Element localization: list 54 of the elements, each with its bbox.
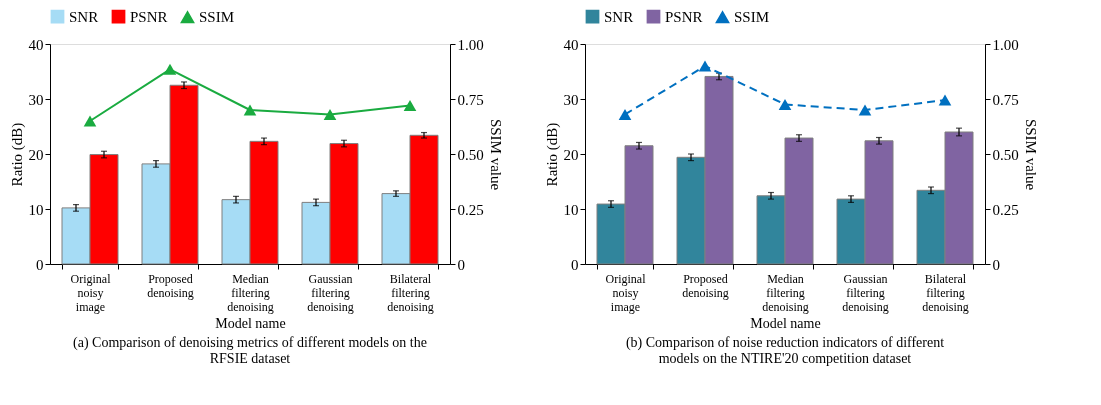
y-tick-label: 10 [28, 201, 44, 218]
y2-tick-label: 0.50 [992, 146, 1019, 163]
x-tick-label: Median filtering denoising [762, 271, 809, 314]
y-tick-label: 20 [563, 146, 579, 163]
point [323, 108, 337, 120]
y-tick-label: 20 [28, 146, 44, 163]
text: (a) Comparison of denoising metrics of different models on the RFSIE dataset [73, 335, 427, 366]
x-tick-label: Proposed denoising [682, 271, 729, 300]
legend-label: PSNR [130, 8, 168, 25]
point [83, 115, 97, 127]
x-tick-label: Original noisy image [605, 271, 647, 314]
legend-label: PSNR [665, 8, 703, 25]
y2-tick-label: 0 [992, 256, 1000, 273]
y-tick-label: 30 [28, 91, 44, 108]
legend-label: SNR [69, 8, 99, 25]
point [618, 108, 632, 120]
y2-tick-label: 0.50 [457, 146, 484, 163]
y2-axis-title: SSIM value [1022, 118, 1039, 191]
y2-axis-title: SSIM value [487, 118, 504, 191]
point [163, 63, 177, 75]
y2-tick-label: 1.00 [457, 36, 484, 53]
legend-label: SSIM [734, 9, 770, 26]
legend-label: SNR [604, 8, 634, 25]
point [243, 104, 257, 116]
y-tick-label: 0 [571, 256, 579, 273]
point [858, 104, 872, 116]
y-tick-label: 0 [36, 256, 44, 273]
x-tick-label: Gaussian filtering denoising [307, 271, 354, 314]
x-tick-label: Bilateral filtering denoising [922, 271, 969, 314]
y2-tick-label: 0.25 [992, 201, 1019, 218]
point [403, 100, 417, 112]
y2-tick-label: 1.00 [992, 36, 1019, 53]
y-axis-title: Ratio (dB) [8, 122, 26, 187]
y-tick-label: 40 [563, 36, 579, 53]
x-tick-label: Original noisy image [70, 271, 112, 314]
x-tick-label: Proposed denoising [147, 271, 194, 300]
y2-tick-label: 0.25 [457, 201, 484, 218]
point [778, 99, 792, 110]
y2-tick-label: 0.75 [457, 91, 484, 108]
point [698, 60, 712, 72]
x-axis-title: Model name [215, 315, 286, 331]
text: (b) Comparison of noise reduction indicators of different models on the NTIRE'20 competition dataset [625, 335, 945, 366]
y-tick-label: 40 [28, 36, 44, 53]
y-tick-label: 30 [563, 91, 579, 108]
x-tick-label: Gaussian filtering denoising [842, 271, 889, 314]
y2-tick-label: 0.75 [992, 91, 1019, 108]
point [938, 94, 952, 106]
x-tick-label: Bilateral filtering denoising [387, 271, 434, 314]
legend-label: SSIM [199, 9, 235, 26]
x-axis-title: Model name [750, 315, 821, 331]
x-tick-label: Median filtering denoising [227, 271, 274, 314]
y-axis-title: Ratio (dB) [543, 122, 561, 187]
y2-tick-label: 0 [457, 256, 465, 273]
y-tick-label: 10 [563, 201, 579, 218]
